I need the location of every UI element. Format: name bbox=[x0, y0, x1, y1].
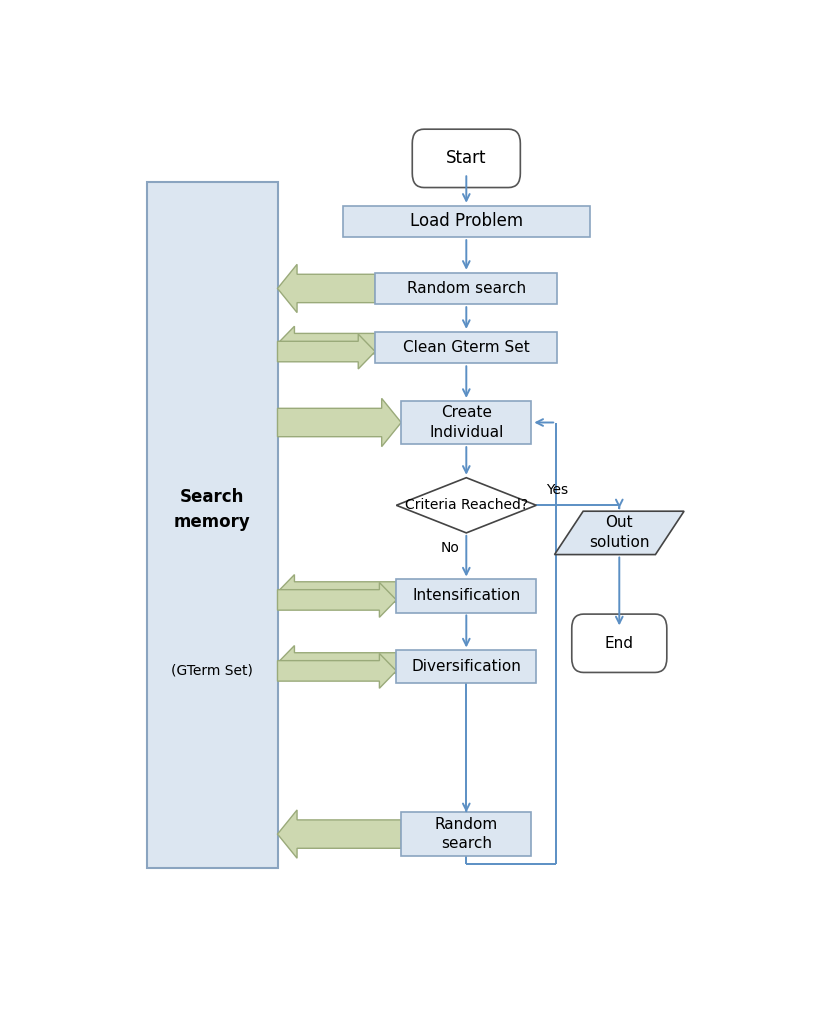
Polygon shape bbox=[277, 327, 375, 361]
Polygon shape bbox=[277, 653, 396, 688]
FancyBboxPatch shape bbox=[343, 206, 590, 238]
Text: Start: Start bbox=[446, 150, 486, 167]
Polygon shape bbox=[277, 398, 402, 446]
Text: Random
search: Random search bbox=[434, 817, 498, 852]
Text: Search
memory: Search memory bbox=[174, 487, 251, 530]
Text: Out
solution: Out solution bbox=[589, 515, 649, 550]
Polygon shape bbox=[277, 645, 396, 680]
Text: Random search: Random search bbox=[407, 281, 526, 296]
FancyBboxPatch shape bbox=[396, 650, 536, 683]
Text: No: No bbox=[441, 541, 459, 555]
Text: Clean Gterm Set: Clean Gterm Set bbox=[403, 340, 530, 355]
Text: Intensification: Intensification bbox=[412, 589, 521, 603]
Polygon shape bbox=[277, 334, 375, 369]
Polygon shape bbox=[396, 477, 536, 532]
FancyBboxPatch shape bbox=[572, 614, 667, 673]
Polygon shape bbox=[277, 264, 375, 312]
FancyBboxPatch shape bbox=[396, 580, 536, 612]
FancyBboxPatch shape bbox=[402, 812, 532, 856]
FancyBboxPatch shape bbox=[147, 182, 277, 868]
Polygon shape bbox=[277, 583, 396, 617]
FancyBboxPatch shape bbox=[402, 400, 532, 444]
Text: End: End bbox=[605, 636, 634, 651]
Polygon shape bbox=[277, 810, 402, 858]
Text: Diversification: Diversification bbox=[412, 659, 522, 675]
FancyBboxPatch shape bbox=[375, 272, 558, 304]
Text: Criteria Reached?: Criteria Reached? bbox=[405, 499, 528, 512]
Text: (GTerm Set): (GTerm Set) bbox=[171, 664, 254, 678]
Polygon shape bbox=[277, 574, 396, 609]
Text: Load Problem: Load Problem bbox=[410, 212, 522, 230]
FancyBboxPatch shape bbox=[375, 332, 558, 364]
Text: Yes: Yes bbox=[546, 482, 568, 497]
Text: Create
Individual: Create Individual bbox=[429, 406, 503, 440]
FancyBboxPatch shape bbox=[412, 129, 520, 187]
Polygon shape bbox=[554, 511, 684, 555]
